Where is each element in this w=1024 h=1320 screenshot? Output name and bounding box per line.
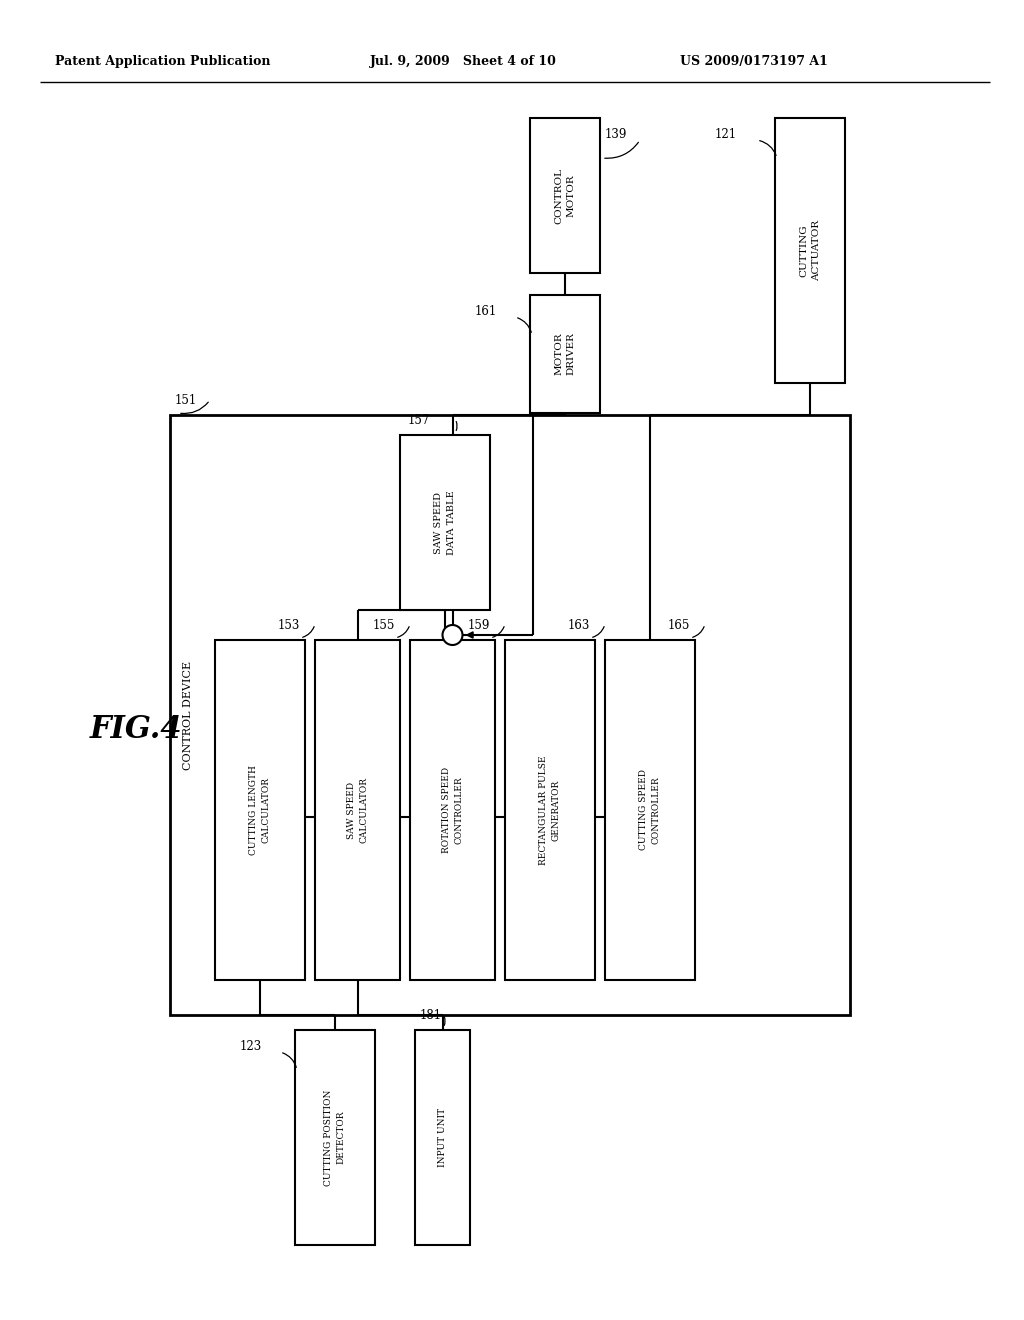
Text: Patent Application Publication: Patent Application Publication — [55, 55, 270, 69]
Bar — [295, 1030, 375, 1245]
Bar — [170, 414, 850, 1015]
Text: ROTATION SPEED
CONTROLLER: ROTATION SPEED CONTROLLER — [441, 767, 463, 853]
Text: 151: 151 — [175, 393, 198, 407]
Text: 159: 159 — [468, 619, 490, 632]
Text: CUTTING
ACTUATOR: CUTTING ACTUATOR — [800, 220, 821, 281]
Text: 165: 165 — [668, 619, 690, 632]
Text: CONTROL DEVICE: CONTROL DEVICE — [183, 660, 193, 770]
Circle shape — [442, 624, 463, 645]
Text: 161: 161 — [475, 305, 498, 318]
Text: CONTROL
MOTOR: CONTROL MOTOR — [554, 168, 575, 223]
Text: 121: 121 — [715, 128, 737, 141]
Text: US 2009/0173197 A1: US 2009/0173197 A1 — [680, 55, 827, 69]
Text: 163: 163 — [567, 619, 590, 632]
Bar — [605, 640, 695, 979]
Text: 181: 181 — [420, 1008, 442, 1022]
Bar — [505, 640, 595, 979]
Text: 155: 155 — [373, 619, 395, 632]
Text: FIG.4: FIG.4 — [90, 714, 182, 746]
Bar — [400, 436, 490, 610]
Bar — [415, 1030, 470, 1245]
Text: 153: 153 — [278, 619, 300, 632]
Text: INPUT UNIT: INPUT UNIT — [438, 1107, 447, 1167]
Text: 157: 157 — [408, 414, 430, 426]
Bar — [410, 640, 495, 979]
Text: CUTTING SPEED
CONTROLLER: CUTTING SPEED CONTROLLER — [639, 770, 660, 850]
Bar — [530, 117, 600, 273]
Text: SAW SPEED
DATA TABLE: SAW SPEED DATA TABLE — [434, 490, 456, 554]
Text: Jul. 9, 2009   Sheet 4 of 10: Jul. 9, 2009 Sheet 4 of 10 — [370, 55, 557, 69]
Bar — [530, 294, 600, 413]
Text: CUTTING LENGTH
CALCULATOR: CUTTING LENGTH CALCULATOR — [249, 766, 270, 855]
Text: SAW SPEED
CALCULATOR: SAW SPEED CALCULATOR — [347, 777, 369, 843]
Text: RECTANGULAR PULSE
GENERATOR: RECTANGULAR PULSE GENERATOR — [540, 755, 561, 865]
Text: 123: 123 — [240, 1040, 262, 1053]
Bar — [215, 640, 305, 979]
Text: MOTOR
DRIVER: MOTOR DRIVER — [554, 333, 575, 375]
Text: 139: 139 — [605, 128, 628, 141]
Bar — [315, 640, 400, 979]
Bar — [775, 117, 845, 383]
Text: CUTTING POSITION
DETECTOR: CUTTING POSITION DETECTOR — [325, 1089, 346, 1185]
